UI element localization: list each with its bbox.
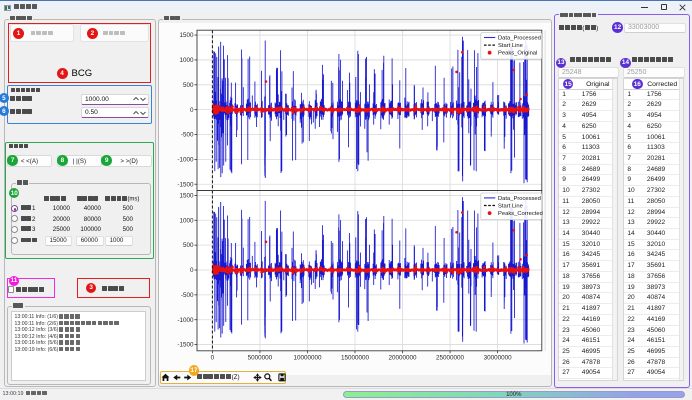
svg-text:0: 0 (190, 107, 194, 114)
svg-text:-1500: -1500 (177, 181, 194, 188)
svg-text:25000000: 25000000 (436, 354, 465, 361)
svg-text:1000: 1000 (179, 57, 194, 64)
svg-text:15000000: 15000000 (341, 354, 370, 361)
svg-text:1000: 1000 (179, 217, 194, 224)
svg-text:0: 0 (190, 267, 194, 274)
svg-text:500: 500 (183, 242, 194, 249)
svg-text:-500: -500 (181, 132, 194, 139)
svg-text:Data_Processed: Data_Processed (498, 36, 541, 42)
svg-text:Peaks_Corrected: Peaks_Corrected (498, 211, 543, 217)
svg-text:-1000: -1000 (177, 317, 194, 324)
svg-text:20000000: 20000000 (389, 354, 418, 361)
svg-text:-500: -500 (181, 292, 194, 299)
svg-text:10000000: 10000000 (293, 354, 322, 361)
svg-text:Data_Processed: Data_Processed (498, 196, 541, 202)
svg-text:5000000: 5000000 (248, 354, 273, 361)
svg-text:0: 0 (211, 354, 215, 361)
svg-text:1500: 1500 (179, 193, 194, 200)
svg-text:-1000: -1000 (177, 156, 194, 163)
svg-text:30000000: 30000000 (484, 354, 513, 361)
svg-text:500: 500 (183, 82, 194, 89)
svg-text:-1500: -1500 (177, 342, 194, 349)
svg-text:1500: 1500 (179, 32, 194, 39)
svg-text:Start Line: Start Line (498, 43, 523, 49)
svg-text:Start Line: Start Line (498, 204, 523, 210)
svg-text:Peaks_Original: Peaks_Original (498, 51, 537, 57)
